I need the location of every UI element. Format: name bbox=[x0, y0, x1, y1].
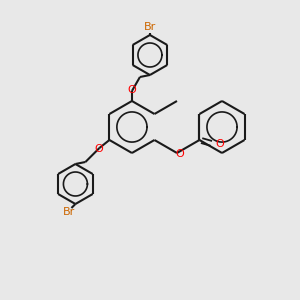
Text: O: O bbox=[215, 139, 224, 149]
Text: O: O bbox=[128, 85, 136, 95]
Text: Br: Br bbox=[63, 207, 76, 217]
Text: O: O bbox=[176, 149, 184, 159]
Text: Br: Br bbox=[144, 22, 156, 32]
Text: O: O bbox=[94, 144, 103, 154]
